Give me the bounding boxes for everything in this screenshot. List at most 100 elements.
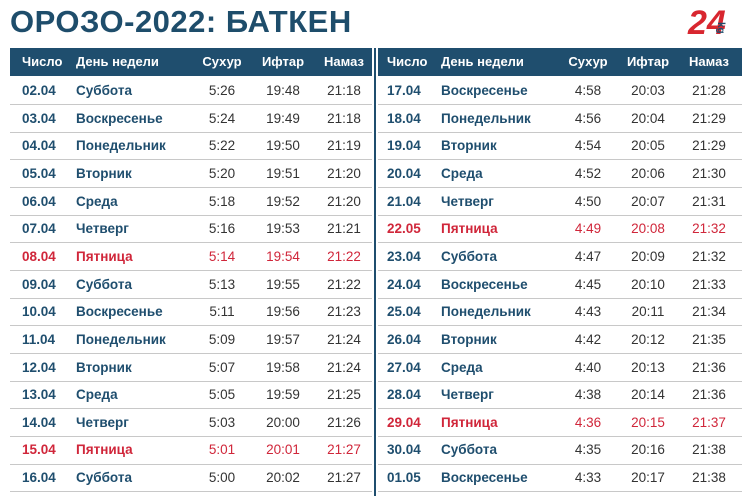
- prayer-cell: 21:29: [692, 138, 726, 154]
- iftar-cell: 19:53: [266, 221, 300, 237]
- weekday-cell: Пятница: [441, 221, 498, 237]
- weekday-cell: Воскресенье: [76, 110, 163, 126]
- iftar-cell: 20:16: [631, 442, 665, 458]
- date-cell: 09.04: [22, 276, 56, 292]
- row-separator: [10, 159, 372, 161]
- prayer-cell: 21:36: [692, 359, 726, 375]
- iftar-cell: 20:06: [631, 165, 665, 181]
- suhoor-cell: 5:20: [208, 165, 236, 181]
- prayer-cell: 21:18: [327, 83, 361, 98]
- column-header: Сухур: [202, 54, 242, 69]
- date-cell: 07.04: [22, 221, 56, 237]
- suhoor-cell: 5:05: [208, 387, 236, 403]
- prayer-cell: 21:33: [692, 276, 726, 292]
- prayer-cell: 21:18: [327, 110, 361, 126]
- weekday-cell: Среда: [441, 359, 483, 375]
- header-row: [378, 48, 742, 76]
- iftar-cell: 19:51: [266, 165, 300, 181]
- row-separator: [10, 491, 372, 493]
- prayer-cell: 21:35: [692, 331, 726, 347]
- date-cell: 27.04: [387, 359, 421, 375]
- suhoor-cell: 5:14: [208, 248, 236, 264]
- suhoor-cell: 4:38: [574, 387, 602, 403]
- row-separator: [10, 131, 372, 133]
- suhoor-cell: 5:16: [208, 221, 236, 237]
- iftar-cell: 20:09: [631, 248, 665, 264]
- row-separator: [10, 353, 372, 354]
- weekday-cell: Суббота: [441, 442, 497, 458]
- title: ОРОЗО-2022: БАТКЕН: [10, 4, 352, 39]
- suhoor-cell: 4:42: [574, 331, 602, 347]
- iftar-cell: 20:03: [631, 83, 665, 98]
- weekday-cell: Воскресенье: [76, 304, 163, 320]
- suhoor-cell: 4:56: [574, 110, 602, 126]
- date-cell: 28.04: [387, 387, 421, 403]
- row-separator: [378, 380, 742, 382]
- prayer-cell: 21:19: [327, 138, 361, 154]
- iftar-cell: 19:54: [266, 248, 300, 264]
- row-separator: [10, 325, 372, 327]
- header-row: [10, 48, 372, 76]
- prayer-cell: 21:21: [327, 221, 361, 237]
- row-separator: [10, 214, 372, 216]
- row-separator: [378, 214, 742, 216]
- date-cell: 08.04: [22, 248, 56, 264]
- weekday-cell: Пятница: [76, 248, 133, 264]
- row-separator: [378, 325, 742, 327]
- suhoor-cell: 4:43: [574, 304, 602, 320]
- row-separator: [378, 353, 742, 354]
- column-header: Ифтар: [626, 54, 670, 69]
- iftar-cell: 20:15: [631, 414, 665, 430]
- prayer-cell: 21:22: [327, 276, 361, 292]
- weekday-cell: Понедельник: [441, 304, 531, 320]
- date-cell: 11.04: [22, 331, 56, 347]
- iftar-cell: 20:02: [266, 470, 300, 486]
- weekday-cell: Воскресенье: [441, 83, 528, 98]
- column-header: Сухур: [568, 54, 608, 69]
- column-header: Ифтар: [261, 54, 305, 69]
- weekday-cell: Четверг: [441, 193, 494, 209]
- row-separator: [378, 435, 742, 437]
- prayer-cell: 21:24: [327, 331, 361, 347]
- suhoor-cell: 4:36: [574, 414, 602, 430]
- row-separator: [10, 463, 372, 465]
- weekday-cell: Четверг: [76, 221, 129, 237]
- iftar-cell: 19:57: [266, 331, 300, 347]
- iftar-cell: 20:14: [631, 387, 665, 403]
- row-separator: [10, 270, 372, 272]
- row-separator: [378, 104, 742, 106]
- iftar-cell: 20:10: [631, 276, 665, 292]
- iftar-cell: 19:52: [266, 193, 300, 209]
- prayer-cell: 21:30: [692, 165, 726, 181]
- suhoor-cell: 5:13: [208, 276, 236, 292]
- weekday-cell: Понедельник: [441, 110, 531, 126]
- suhoor-cell: 4:54: [574, 138, 602, 154]
- column-header: Намаз: [324, 54, 364, 69]
- date-cell: 30.04: [387, 442, 421, 458]
- weekday-cell: Вторник: [441, 331, 497, 347]
- date-cell: 01.05: [387, 470, 421, 486]
- weekday-cell: Суббота: [441, 248, 497, 264]
- column-header: День недели: [76, 54, 159, 69]
- suhoor-cell: 4:52: [574, 165, 602, 181]
- weekday-cell: Суббота: [76, 470, 132, 486]
- prayer-cell: 21:29: [692, 110, 726, 126]
- date-cell: 19.04: [387, 138, 421, 154]
- row-separator: [378, 297, 742, 299]
- iftar-cell: 20:04: [631, 110, 665, 126]
- suhoor-cell: 4:49: [574, 221, 602, 237]
- date-cell: 24.04: [387, 276, 421, 292]
- weekday-cell: Суббота: [76, 276, 132, 292]
- prayer-cell: 21:38: [692, 442, 726, 458]
- date-cell: 06.04: [22, 193, 56, 209]
- suhoor-cell: 5:01: [208, 442, 236, 458]
- suhoor-cell: 5:09: [208, 331, 236, 347]
- weekday-cell: Понедельник: [76, 331, 166, 347]
- prayer-cell: 21:26: [327, 414, 361, 430]
- suhoor-cell: 5:07: [208, 359, 236, 375]
- weekday-cell: Суббота: [76, 83, 132, 98]
- prayer-cell: 21:32: [692, 248, 726, 264]
- iftar-cell: 20:08: [631, 221, 665, 237]
- date-cell: 21.04: [387, 193, 421, 209]
- prayer-cell: 21:31: [692, 193, 726, 209]
